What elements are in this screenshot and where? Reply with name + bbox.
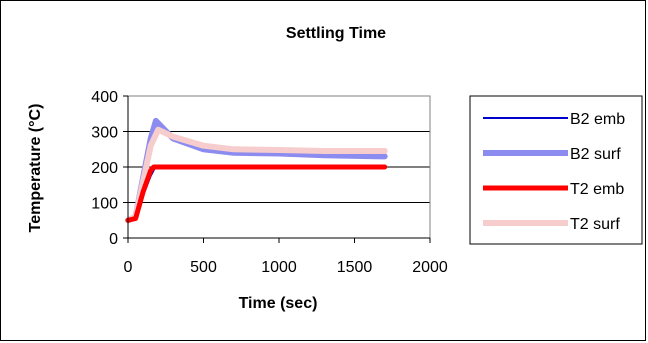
legend-box [469,95,643,245]
x-tick-label: 1500 [337,259,373,276]
y-tick-label: 300 [91,125,118,142]
x-axis-title: Time (sec) [239,295,318,312]
y-tick-label: 100 [91,196,118,213]
series-line-t2-emb [125,164,388,223]
legend-label-t2-emb: T2 emb [570,181,624,198]
series-line-t2-surf [125,126,388,224]
legend-label-b2-emb: B2 emb [570,111,625,128]
x-tick-label: 500 [190,259,217,276]
y-tick-label: 200 [91,160,118,177]
series-group [125,117,388,224]
legend-label-t2-surf: T2 surf [570,216,620,233]
y-axis-title: Temperature (°C) [27,104,44,233]
series-line-b2-emb [127,166,386,222]
chart-title: Settling Time [286,25,386,42]
legend-label-b2-surf: B2 surf [570,146,621,163]
legend: B2 emb B2 surf T2 emb T2 surf [469,95,643,245]
x-tick-label: 0 [124,259,133,276]
x-tick-label: 2000 [412,259,448,276]
y-tick-label: 400 [91,89,118,106]
tick-labels: 0 500 1000 1500 2000 0 100 200 300 400 [91,89,448,276]
y-tick-label: 0 [109,231,118,248]
x-tick-label: 1000 [261,259,297,276]
